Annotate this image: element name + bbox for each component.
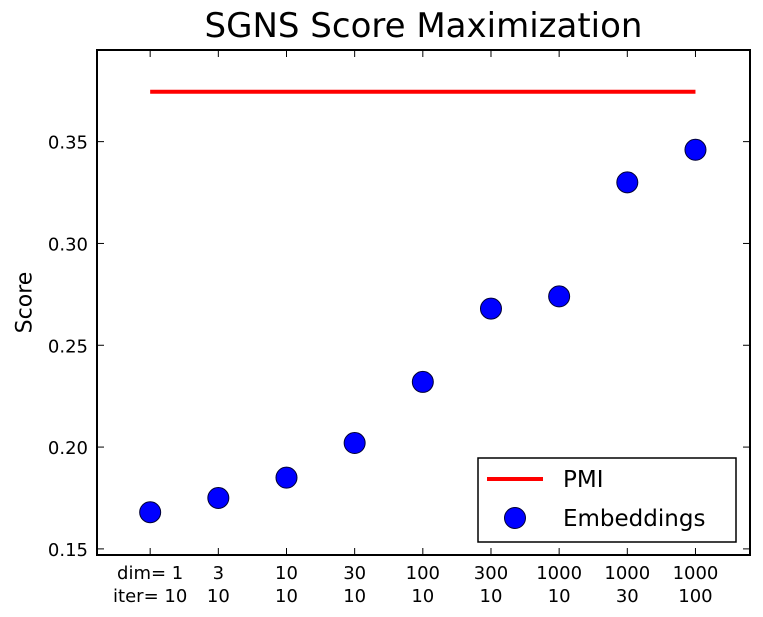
x-tick-label-dim: 100 bbox=[406, 563, 440, 584]
y-tick-label: 0.35 bbox=[48, 133, 88, 154]
legend: PMI Embeddings bbox=[477, 457, 737, 543]
x-tick-label-dim: 3 bbox=[213, 563, 224, 584]
chart-title: SGNS Score Maximization bbox=[204, 6, 643, 46]
legend-embeddings-label: Embeddings bbox=[563, 506, 705, 532]
embeddings-point bbox=[684, 138, 707, 161]
y-tick-label: 0.30 bbox=[48, 234, 88, 255]
x-tick-label-dim: dim= 1 bbox=[117, 563, 183, 584]
embeddings-point bbox=[207, 486, 230, 509]
legend-pmi-label: PMI bbox=[563, 467, 604, 493]
x-tick-label-dim: 30 bbox=[343, 563, 366, 584]
embeddings-point bbox=[139, 501, 162, 524]
x-tick-label-iter: 10 bbox=[275, 586, 298, 607]
x-tick-label-iter: 10 bbox=[343, 586, 366, 607]
embeddings-point bbox=[343, 432, 366, 455]
x-tick-label-dim: 10 bbox=[275, 563, 298, 584]
x-tick-label-dim: 1000 bbox=[604, 563, 650, 584]
embeddings-point bbox=[411, 370, 434, 393]
x-tick-label-iter: 10 bbox=[548, 586, 571, 607]
embeddings-point bbox=[275, 466, 298, 489]
x-tick-label-iter: 10 bbox=[480, 586, 503, 607]
y-tick-label: 0.25 bbox=[48, 336, 88, 357]
embeddings-point bbox=[616, 171, 639, 194]
x-tick-label-iter: 30 bbox=[616, 586, 639, 607]
x-tick-label-iter: iter= 10 bbox=[113, 586, 187, 607]
x-tick-label-iter: 10 bbox=[411, 586, 434, 607]
legend-embeddings-swatch bbox=[504, 507, 526, 529]
x-tick-label-dim: 1000 bbox=[673, 563, 719, 584]
y-tick-label: 0.20 bbox=[48, 438, 88, 459]
y-tick-label: 0.15 bbox=[48, 540, 88, 561]
data-series bbox=[139, 89, 707, 524]
y-axis-ticks: 0.15 0.20 0.25 0.30 0.35 bbox=[48, 133, 750, 561]
x-tick-label-dim: 1000 bbox=[536, 563, 582, 584]
embeddings-point bbox=[548, 285, 571, 308]
legend-box bbox=[477, 457, 737, 543]
embeddings-point bbox=[479, 297, 502, 320]
x-tick-label-dim: 300 bbox=[474, 563, 508, 584]
axes-frame bbox=[96, 49, 751, 556]
x-tick-label-iter: 100 bbox=[678, 586, 712, 607]
x-tick-label-iter: 10 bbox=[207, 586, 230, 607]
